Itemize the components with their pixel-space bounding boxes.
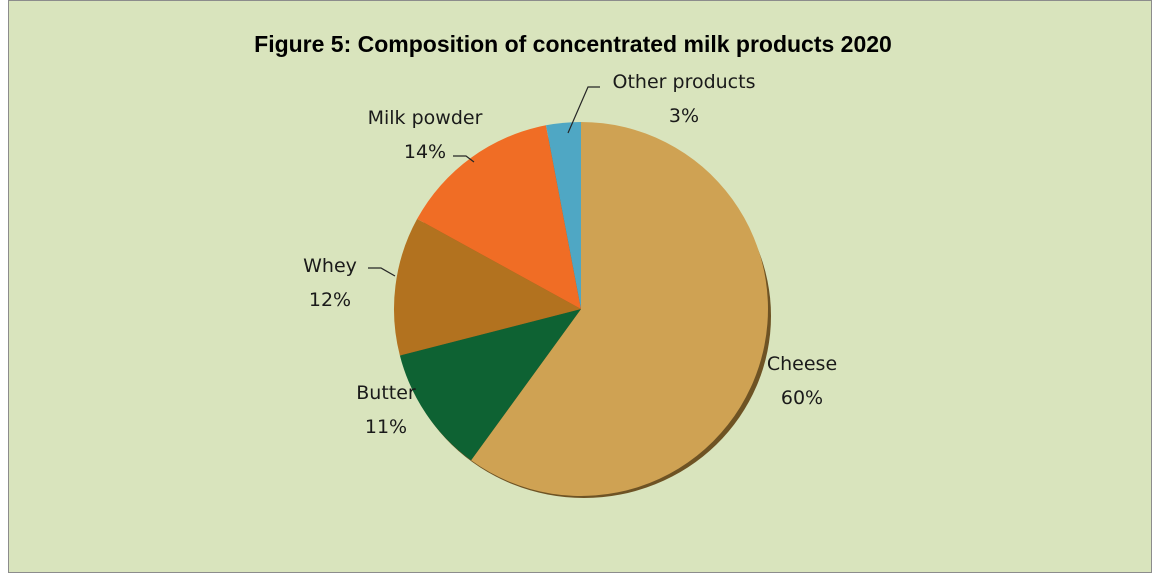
leader-line-whey (368, 267, 396, 277)
slice-value-butter: 11% (365, 416, 407, 438)
slice-value-other-products: 3% (669, 105, 699, 127)
pie-slice-butter (399, 309, 581, 461)
pie-slice-whey (393, 218, 581, 356)
pie-slices (393, 122, 768, 496)
pie-slice-milk-powder (417, 125, 581, 309)
pie-slice-cheese (471, 122, 768, 496)
slice-value-whey: 12% (309, 289, 351, 311)
chart-title: Figure 5: Composition of concentrated mi… (254, 31, 892, 57)
leader-lines (368, 86, 600, 277)
leader-line-other-products (567, 86, 600, 134)
slice-label-other-products: Other products (613, 71, 756, 93)
slice-value-cheese: 60% (781, 387, 823, 409)
slice-label-whey: Whey (303, 255, 357, 277)
slice-label-butter: Butter (356, 382, 416, 404)
pie-slice-other-products (545, 122, 581, 309)
slice-value-milk-powder: 14% (404, 141, 446, 163)
slice-label-milk-powder: Milk powder (368, 107, 483, 129)
leader-line-milk-powder (453, 155, 475, 163)
slice-label-cheese: Cheese (767, 353, 837, 375)
